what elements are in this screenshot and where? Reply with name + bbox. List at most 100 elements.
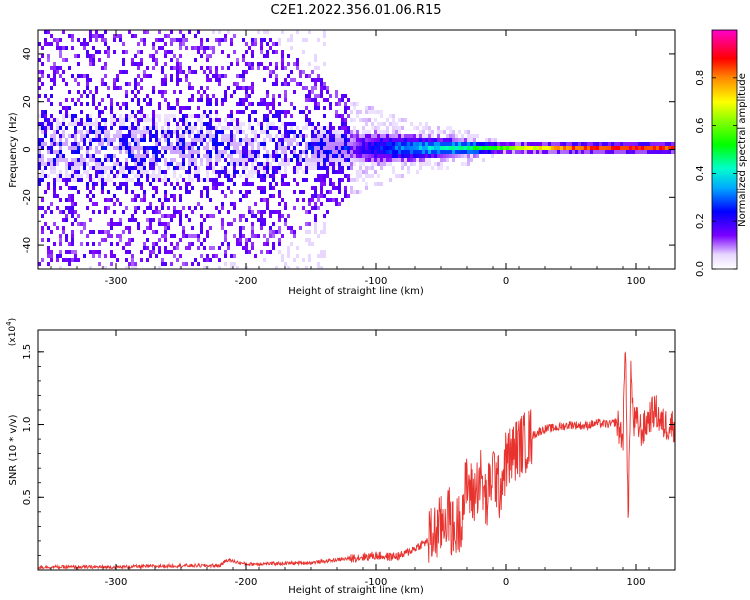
heatmap-cell: [248, 174, 251, 178]
heatmap-cell: [176, 242, 179, 246]
heatmap-cell: [164, 174, 167, 178]
heatmap-cell: [125, 190, 128, 194]
heatmap-cell: [200, 194, 203, 198]
heatmap-cell: [245, 138, 248, 142]
heatmap-cell: [305, 122, 308, 126]
heatmap-cell: [173, 174, 176, 178]
heatmap-cell: [191, 150, 194, 154]
heatmap-cell: [227, 146, 230, 150]
heatmap-cell: [116, 130, 119, 134]
heatmap-cell: [356, 142, 359, 146]
heatmap-cell: [230, 154, 233, 158]
heatmap-cell: [281, 62, 284, 66]
heatmap-cell: [626, 142, 629, 146]
heatmap-cell: [281, 30, 284, 34]
heatmap-cell: [50, 118, 53, 122]
heatmap-cell: [152, 242, 155, 246]
heatmap-cell: [140, 258, 143, 262]
heatmap-cell: [92, 186, 95, 190]
heatmap-cell: [371, 126, 374, 130]
heatmap-cell: [344, 118, 347, 122]
heatmap-cell: [251, 214, 254, 218]
heatmap-cell: [89, 90, 92, 94]
heatmap-cell: [323, 130, 326, 134]
heatmap-cell: [434, 146, 437, 150]
heatmap-cell: [395, 126, 398, 130]
heatmap-cell: [356, 102, 359, 106]
heatmap-cell: [467, 130, 470, 134]
heatmap-cell: [212, 214, 215, 218]
heatmap-cell: [218, 154, 221, 158]
heatmap-cell: [215, 98, 218, 102]
heatmap-cell: [491, 150, 494, 154]
heatmap-cell: [164, 262, 167, 266]
heatmap-cell: [158, 210, 161, 214]
heatmap-cell: [188, 206, 191, 210]
heatmap-cell: [182, 114, 185, 118]
heatmap-cell: [140, 170, 143, 174]
heatmap-cell: [188, 242, 191, 246]
heatmap-cell: [599, 146, 602, 150]
heatmap-cell: [341, 178, 344, 182]
heatmap-cell: [131, 166, 134, 170]
heatmap-cell: [167, 138, 170, 142]
heatmap-cell: [152, 250, 155, 254]
heatmap-cell: [335, 138, 338, 142]
heatmap-cell: [125, 70, 128, 74]
heatmap-cell: [95, 90, 98, 94]
heatmap-cell: [44, 222, 47, 226]
heatmap-cell: [470, 134, 473, 138]
heatmap-cell: [92, 210, 95, 214]
heatmap-cell: [269, 154, 272, 158]
heatmap-cell: [269, 166, 272, 170]
heatmap-cell: [362, 134, 365, 138]
heatmap-cell: [176, 146, 179, 150]
heatmap-cell: [77, 150, 80, 154]
heatmap-cell: [209, 114, 212, 118]
heatmap-cell: [167, 142, 170, 146]
heatmap-cell: [302, 206, 305, 210]
heatmap-cell: [362, 130, 365, 134]
heatmap-cell: [605, 142, 608, 146]
heatmap-cell: [260, 226, 263, 230]
heatmap-cell: [65, 218, 68, 222]
heatmap-cell: [146, 178, 149, 182]
heatmap-cell: [155, 134, 158, 138]
heatmap-cell: [272, 230, 275, 234]
heatmap-cell: [527, 146, 530, 150]
heatmap-cell: [215, 174, 218, 178]
heatmap-cell: [323, 230, 326, 234]
heatmap-cell: [80, 102, 83, 106]
heatmap-cell: [68, 242, 71, 246]
heatmap-cell: [587, 142, 590, 146]
heatmap-cell: [338, 146, 341, 150]
heatmap-cell: [383, 130, 386, 134]
heatmap-cell: [272, 178, 275, 182]
heatmap-cell: [221, 66, 224, 70]
heatmap-cell: [47, 54, 50, 58]
heatmap-cell: [176, 130, 179, 134]
heatmap-cell: [278, 38, 281, 42]
heatmap-cell: [89, 138, 92, 142]
heatmap-cell: [158, 142, 161, 146]
heatmap-cell: [266, 122, 269, 126]
heatmap-cell: [392, 138, 395, 142]
heatmap-cell: [185, 126, 188, 130]
heatmap-cell: [221, 182, 224, 186]
heatmap-cell: [95, 122, 98, 126]
heatmap-cell: [110, 106, 113, 110]
heatmap-cell: [203, 178, 206, 182]
heatmap-cell: [218, 130, 221, 134]
heatmap-cell: [341, 170, 344, 174]
heatmap-cell: [164, 138, 167, 142]
heatmap-cell: [338, 186, 341, 190]
heatmap-cell: [53, 150, 56, 154]
heatmap-cell: [146, 66, 149, 70]
spectrogram-cells: [38, 30, 675, 269]
heatmap-cell: [629, 142, 632, 146]
heatmap-cell: [413, 146, 416, 150]
heatmap-cell: [221, 166, 224, 170]
heatmap-cell: [65, 214, 68, 218]
heatmap-cell: [614, 146, 617, 150]
heatmap-cell: [137, 150, 140, 154]
